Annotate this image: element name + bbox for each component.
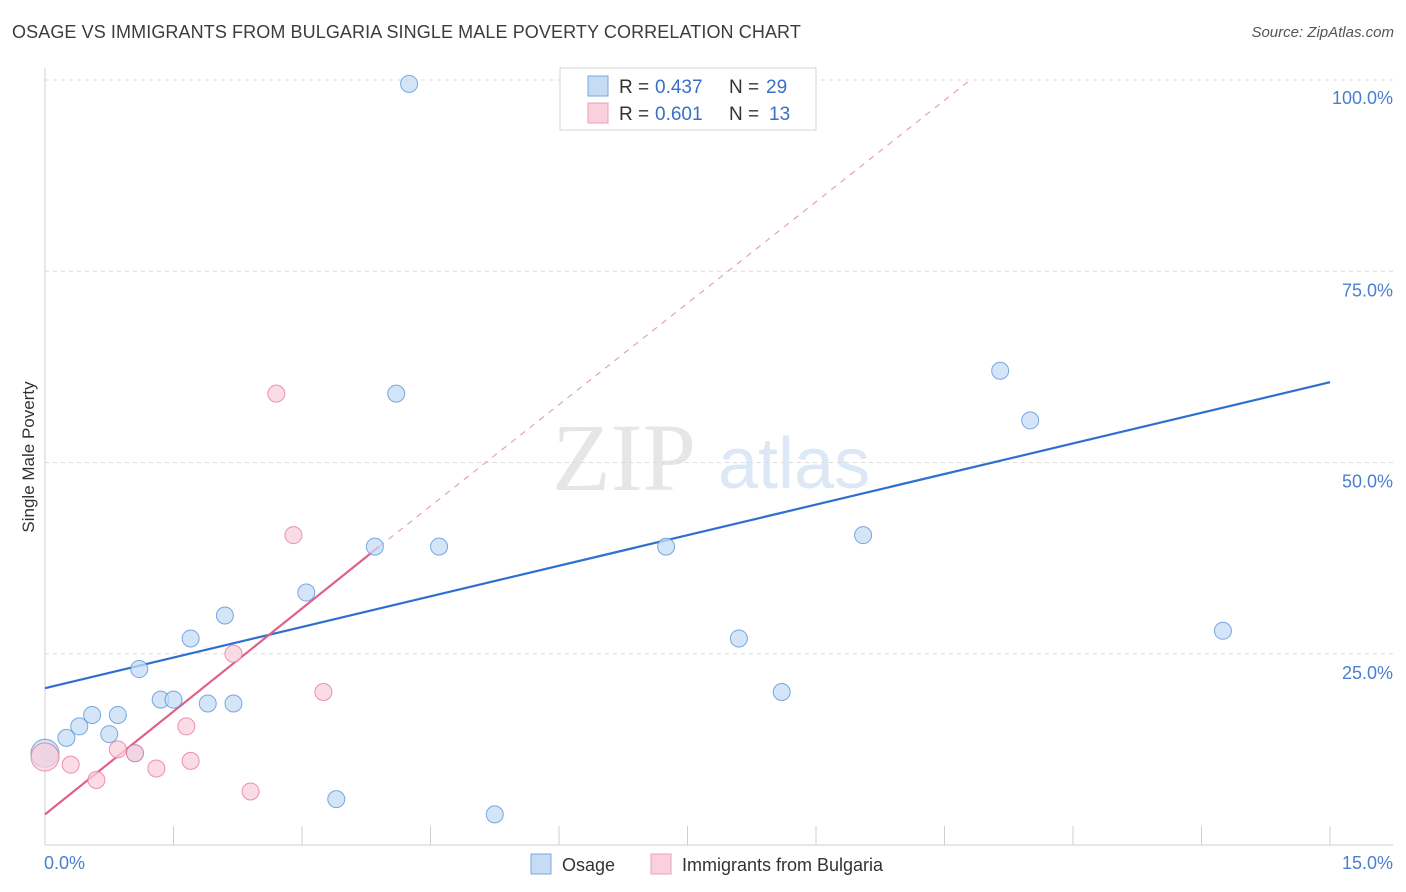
data-point-osage [70,717,89,736]
legend-n-value-osage: 29 [766,77,787,98]
data-point-osage [485,805,504,824]
data-point-bulgaria [30,742,60,772]
data-point-osage [181,629,200,648]
x-tick-label: 15.0% [1342,853,1393,873]
data-point-osage [400,74,419,93]
y-tick-label: 75.0% [1342,280,1393,300]
trendlines [44,79,1331,816]
data-point-osage [991,361,1010,380]
data-point-osage [1021,411,1040,430]
legend-r-label-bulgaria: R = [619,104,649,125]
data-point-bulgaria [125,744,144,763]
bottom-legend-swatch-osage [530,853,552,875]
data-point-osage [657,537,676,556]
chart-title: OSAGE VS IMMIGRANTS FROM BULGARIA SINGLE… [12,22,801,42]
data-point-bulgaria [267,384,286,403]
bottom-legend-label-bulgaria: Immigrants from Bulgaria [682,855,884,875]
data-point-osage [224,694,243,713]
legend-r-label-osage: R = [619,77,649,98]
data-point-bulgaria [284,526,303,545]
data-point-osage [387,384,406,403]
data-point-osage [365,537,384,556]
trendline-bulgaria-extended [378,79,971,548]
bottom-legend-label-osage: Osage [562,855,615,875]
data-point-osage [100,725,119,744]
data-point-osage [327,790,346,809]
watermark-zip: ZIP [552,404,696,511]
trendline-osage [44,381,1331,690]
data-point-osage [164,690,183,709]
data-point-osage [729,629,748,648]
bottom-legend-swatch-bulgaria [650,853,672,875]
axes: 25.0% 50.0% 75.0% 100.0% 0.0% 15.0% [44,68,1393,873]
data-point-osage [772,683,791,701]
legend-n-label-osage: N = [729,77,759,98]
data-point-osage [83,705,102,724]
data-point-osage [297,583,316,602]
grid-lines [45,79,1395,655]
data-point-osage [57,728,76,747]
data-point-bulgaria [224,644,243,663]
data-point-bulgaria [147,759,166,778]
data-point-bulgaria [108,740,127,759]
data-point-bulgaria [314,683,333,701]
legend-n-value-bulgaria: 13 [769,104,790,125]
data-point-osage [215,606,234,625]
trendline-bulgaria [44,545,380,816]
data-point-osage [430,537,449,556]
data-point-bulgaria [87,770,106,789]
correlation-legend: R = 0.437 N = 29 R = 0.601 N = 13 [559,67,817,131]
data-point-osage [198,694,217,713]
legend-n-label-bulgaria: N = [729,104,759,125]
data-point-bulgaria [177,717,196,736]
data-point-bulgaria [181,751,200,770]
legend-r-value-bulgaria: 0.601 [655,104,703,125]
watermark-atlas: atlas [718,424,870,504]
x-tick-label: 0.0% [44,853,85,873]
data-point-bulgaria [61,755,80,774]
legend-swatch-osage [587,75,609,97]
series-legend: Osage Immigrants from Bulgaria [530,853,884,875]
data-point-osage [1213,621,1232,640]
y-axis-title: Single Male Poverty [19,381,38,533]
data-points [30,74,1232,824]
y-tick-label: 100.0% [1332,88,1393,108]
legend-r-value-osage: 0.437 [655,77,703,98]
data-point-osage [854,526,873,545]
y-tick-label: 50.0% [1342,472,1393,492]
data-point-osage [108,705,127,724]
y-tick-label: 25.0% [1342,663,1393,683]
source-label: Source: ZipAtlas.com [1251,24,1394,41]
data-point-bulgaria [241,782,260,801]
data-point-osage [130,660,149,679]
legend-swatch-bulgaria [587,102,609,124]
